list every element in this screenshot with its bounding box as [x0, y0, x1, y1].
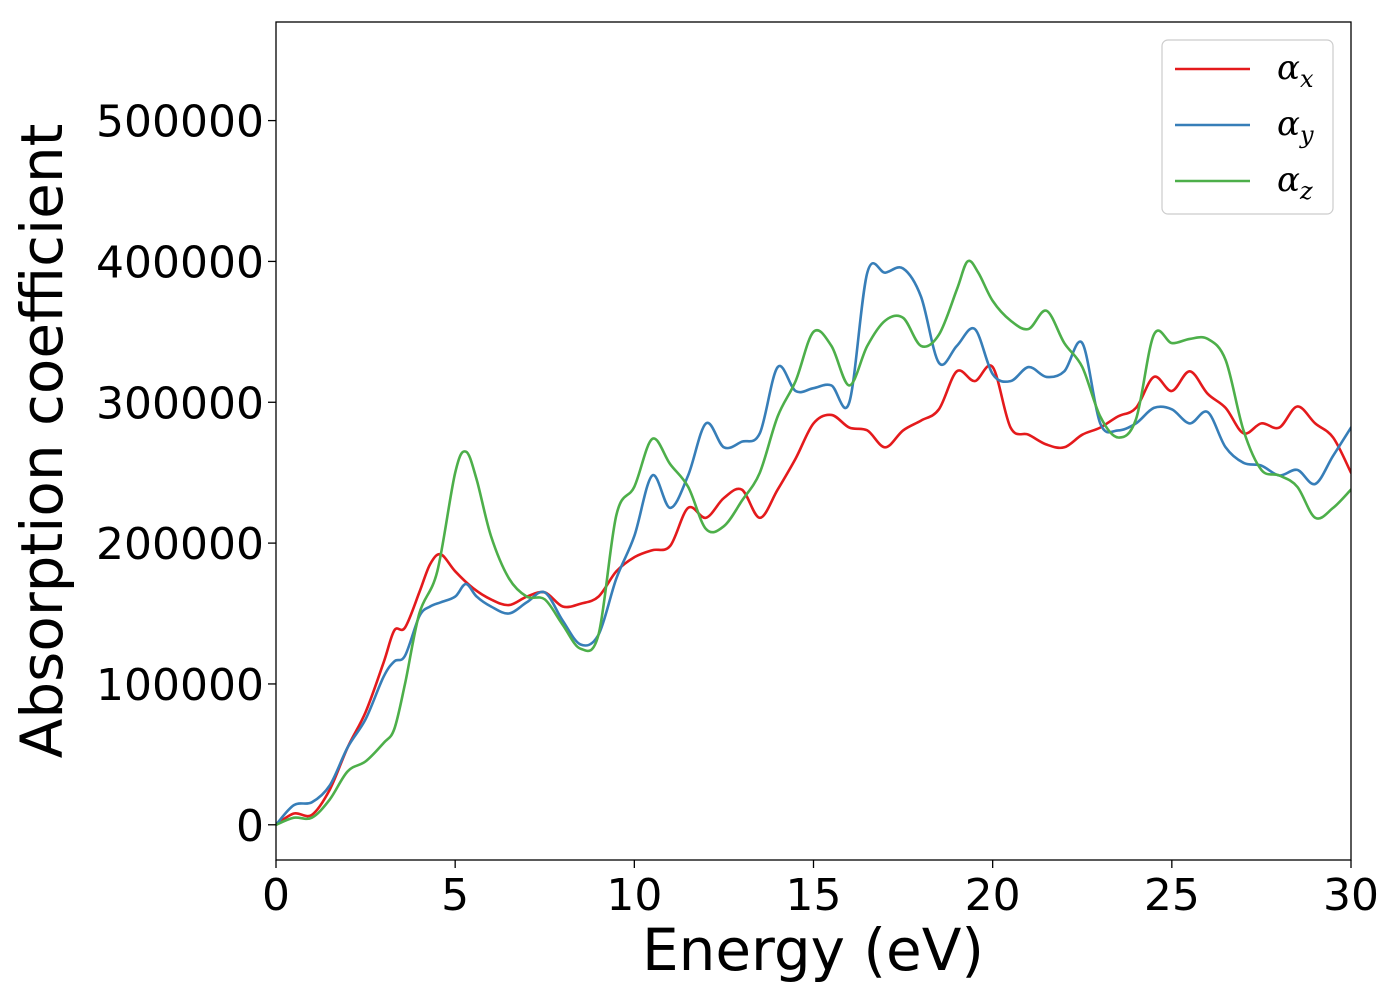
x-axis: 0 5 10 15 20 25 30: [262, 860, 1379, 921]
y-axis: 0 100000 200000 300000 400000 500000: [96, 97, 276, 852]
plot-area: [276, 259, 1351, 827]
series-line-y: [276, 262, 1351, 827]
legend-box: [1161, 39, 1334, 215]
y-tick-label: 200000: [96, 519, 264, 570]
y-axis-label: Absorption coefficient: [8, 124, 76, 759]
x-tick-label: 25: [1144, 870, 1200, 921]
y-tick-label: 100000: [96, 660, 264, 711]
series-line-x: [276, 364, 1351, 827]
y-tick-label: 500000: [96, 97, 264, 148]
y-tick-label: 300000: [96, 378, 264, 429]
x-axis-label: Energy (eV): [642, 916, 984, 984]
legend-label-z: αz: [1277, 160, 1313, 205]
x-tick-label: 10: [606, 870, 662, 921]
x-tick-label: 20: [965, 870, 1021, 921]
y-tick-label: 0: [236, 801, 264, 852]
series-line-z: [276, 259, 1351, 827]
y-tick-label: 400000: [96, 237, 264, 288]
x-tick-label: 30: [1323, 870, 1379, 921]
x-tick-label: 5: [441, 870, 469, 921]
x-tick-label: 0: [262, 870, 290, 921]
x-tick-label: 15: [786, 870, 842, 921]
